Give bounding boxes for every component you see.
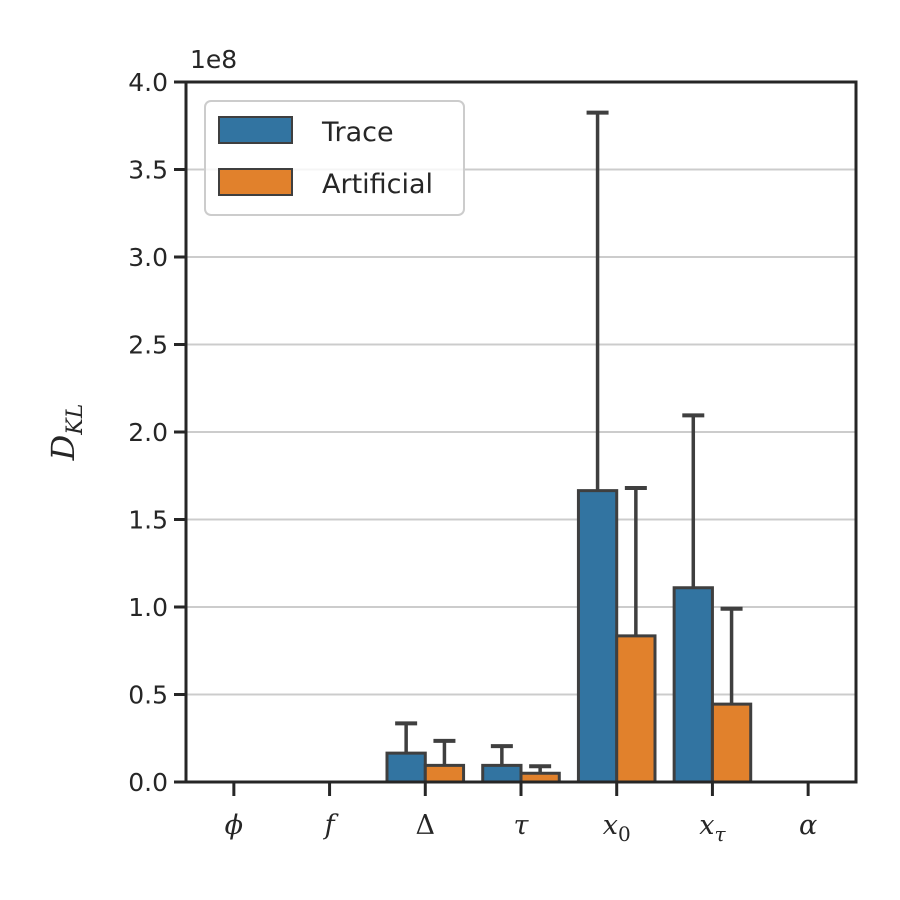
y-axis-ticks: 0.0 0.5 1.0 1.5 2.0 2.5 3.0 3.5 4.0 [128,68,186,797]
legend-label-artificial: Artificial [322,169,433,200]
y-tick-label: 0.5 [128,681,168,710]
bar-artificial-4 [615,634,657,784]
y-tick-label: 4.0 [128,68,168,97]
legend-swatch-artificial [218,168,293,196]
legend-swatch-trace [218,116,293,144]
x-tick-label: xτ [699,810,726,846]
x-tick-label: ϕ [225,810,243,841]
y-tick-label: 2.0 [128,418,168,447]
x-tick-label: Δ [416,810,436,841]
x-tick-label: α [799,810,817,841]
bar-trace-2 [385,751,427,784]
error-bars [395,110,743,774]
y-axis-label: DKL [44,404,88,462]
bars [385,489,753,784]
bar-artificial-2 [423,763,466,784]
bar-trace-5 [672,586,714,784]
x-tick-label: f [323,810,339,841]
y-tick-label: 2.5 [128,331,168,360]
bar-artificial-5 [710,702,753,784]
x-tick-label: x0 [603,810,631,846]
x-tick-label: τ [514,810,530,841]
grid-lines [186,168,856,696]
bar-trace-4 [576,489,619,784]
y-tick-label: 0.0 [128,768,168,797]
y-tick-label: 3.0 [128,243,168,272]
y-axis-scale-offset: 1e8 [190,45,237,74]
y-tick-label: 1.0 [128,593,168,622]
legend: Trace Artificial [204,100,465,216]
bar-trace-3 [481,763,523,784]
y-tick-label: 3.5 [128,156,168,185]
legend-label-trace: Trace [321,117,394,148]
y-tick-label: 1.5 [128,506,168,535]
